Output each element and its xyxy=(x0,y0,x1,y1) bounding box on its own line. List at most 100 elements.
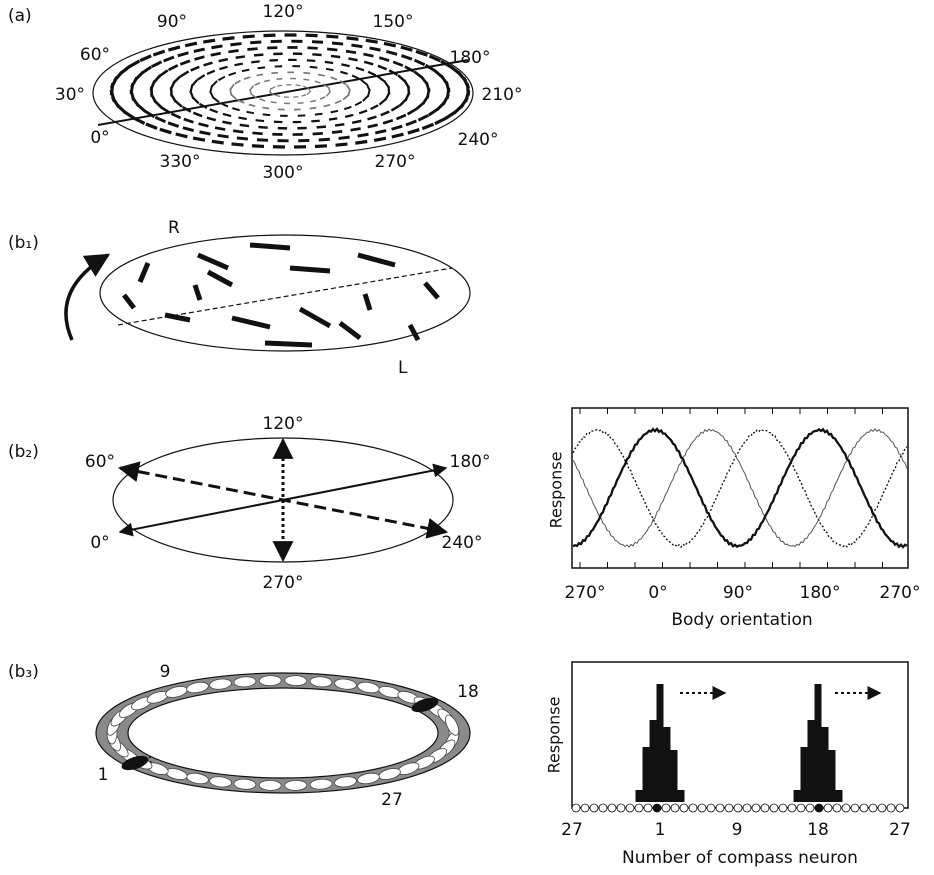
stripe xyxy=(368,89,370,96)
stripe xyxy=(192,80,197,86)
activity-bar xyxy=(815,684,822,802)
stripe xyxy=(234,64,242,66)
neuron-dot xyxy=(635,804,643,812)
neuron-dot xyxy=(581,804,589,812)
stripe xyxy=(408,109,417,114)
tuning-curve xyxy=(573,429,907,547)
stripe xyxy=(164,57,174,61)
stripe xyxy=(336,144,348,145)
x-axis-label: Body orientation xyxy=(671,610,812,630)
stripe xyxy=(210,109,218,112)
neuron-dot xyxy=(842,804,850,812)
stripe xyxy=(326,92,330,96)
neuron xyxy=(285,675,307,685)
stripe xyxy=(418,115,428,120)
stripe xyxy=(244,77,250,79)
panel-a: (a) 120°150°180°210°240°270°300°330°0°30… xyxy=(8,2,522,183)
stripe xyxy=(415,60,425,65)
stripe xyxy=(250,42,261,43)
stripe xyxy=(168,123,179,127)
stripe xyxy=(171,114,180,118)
neuron-dot xyxy=(680,804,688,812)
stripe xyxy=(361,80,367,85)
neuron-dot xyxy=(797,804,805,812)
stripe xyxy=(335,124,344,125)
stripe xyxy=(368,125,378,127)
neuron-dot xyxy=(707,804,715,812)
stripe xyxy=(134,118,145,123)
neuron-dot xyxy=(644,804,652,812)
stripe xyxy=(422,124,433,128)
activity-bar xyxy=(671,750,678,802)
angle-label: 60° xyxy=(80,45,110,65)
neuron-dot xyxy=(761,804,769,812)
stripe xyxy=(313,133,323,134)
stripe xyxy=(312,42,323,43)
angle-label: 60° xyxy=(85,452,115,472)
y-axis-label: Response xyxy=(545,697,564,774)
stripe xyxy=(198,75,205,80)
stripe xyxy=(271,73,278,74)
stripe xyxy=(184,119,194,122)
stripe xyxy=(391,106,399,111)
angle-label: 300° xyxy=(263,163,304,183)
stripe xyxy=(237,138,248,139)
stripe xyxy=(320,97,325,99)
stripe xyxy=(159,70,167,76)
stripe xyxy=(352,75,359,78)
neuron-dot xyxy=(590,804,598,812)
stripe xyxy=(228,51,238,52)
stripe xyxy=(358,134,369,136)
stripe xyxy=(341,64,349,66)
ring-label: 18 xyxy=(457,682,479,702)
stripe xyxy=(252,146,264,147)
stripe xyxy=(193,113,202,116)
stripe xyxy=(256,120,264,121)
stripe xyxy=(374,138,386,140)
neuron-dot xyxy=(662,804,670,812)
stripe xyxy=(315,146,327,147)
stripe xyxy=(275,95,280,96)
x-tick-label: 270° xyxy=(880,583,921,603)
stripe xyxy=(429,109,438,115)
stripe xyxy=(174,76,181,83)
neuron-dot xyxy=(878,804,886,812)
stripe xyxy=(222,122,231,124)
neuron-dot xyxy=(608,804,616,812)
stripe xyxy=(332,131,342,132)
angle-label: 270° xyxy=(263,573,304,593)
stripe xyxy=(229,73,236,75)
x-tick-label: 0° xyxy=(648,583,667,603)
stripe xyxy=(368,72,376,76)
activity-bar xyxy=(650,720,657,802)
stripe xyxy=(303,86,308,88)
neuron-dot xyxy=(896,804,904,812)
stripe xyxy=(254,55,263,56)
stripe xyxy=(153,51,164,55)
neuron xyxy=(285,780,307,790)
stripe xyxy=(153,75,160,83)
stripe xyxy=(204,63,213,66)
ring-label: 1 xyxy=(98,765,109,785)
stripe xyxy=(368,117,377,120)
x-tick-label: 27 xyxy=(889,820,911,840)
stripe xyxy=(176,134,188,137)
angle-label: 240° xyxy=(458,130,499,150)
stripe xyxy=(211,46,222,48)
stripe xyxy=(307,48,317,49)
angle-label: 330° xyxy=(160,152,201,172)
angle-label: 0° xyxy=(90,533,109,553)
angle-label: 90° xyxy=(157,12,187,32)
stripe xyxy=(383,120,393,123)
stripe xyxy=(327,49,337,50)
neuron-dot xyxy=(626,804,634,812)
stripe xyxy=(310,100,316,101)
stripe xyxy=(363,96,368,101)
stripe xyxy=(215,128,225,130)
stripe xyxy=(218,135,229,137)
stripe xyxy=(347,38,359,39)
stripe xyxy=(252,133,262,134)
stripe xyxy=(212,81,217,86)
stripe xyxy=(218,77,225,81)
stripe xyxy=(191,67,200,71)
